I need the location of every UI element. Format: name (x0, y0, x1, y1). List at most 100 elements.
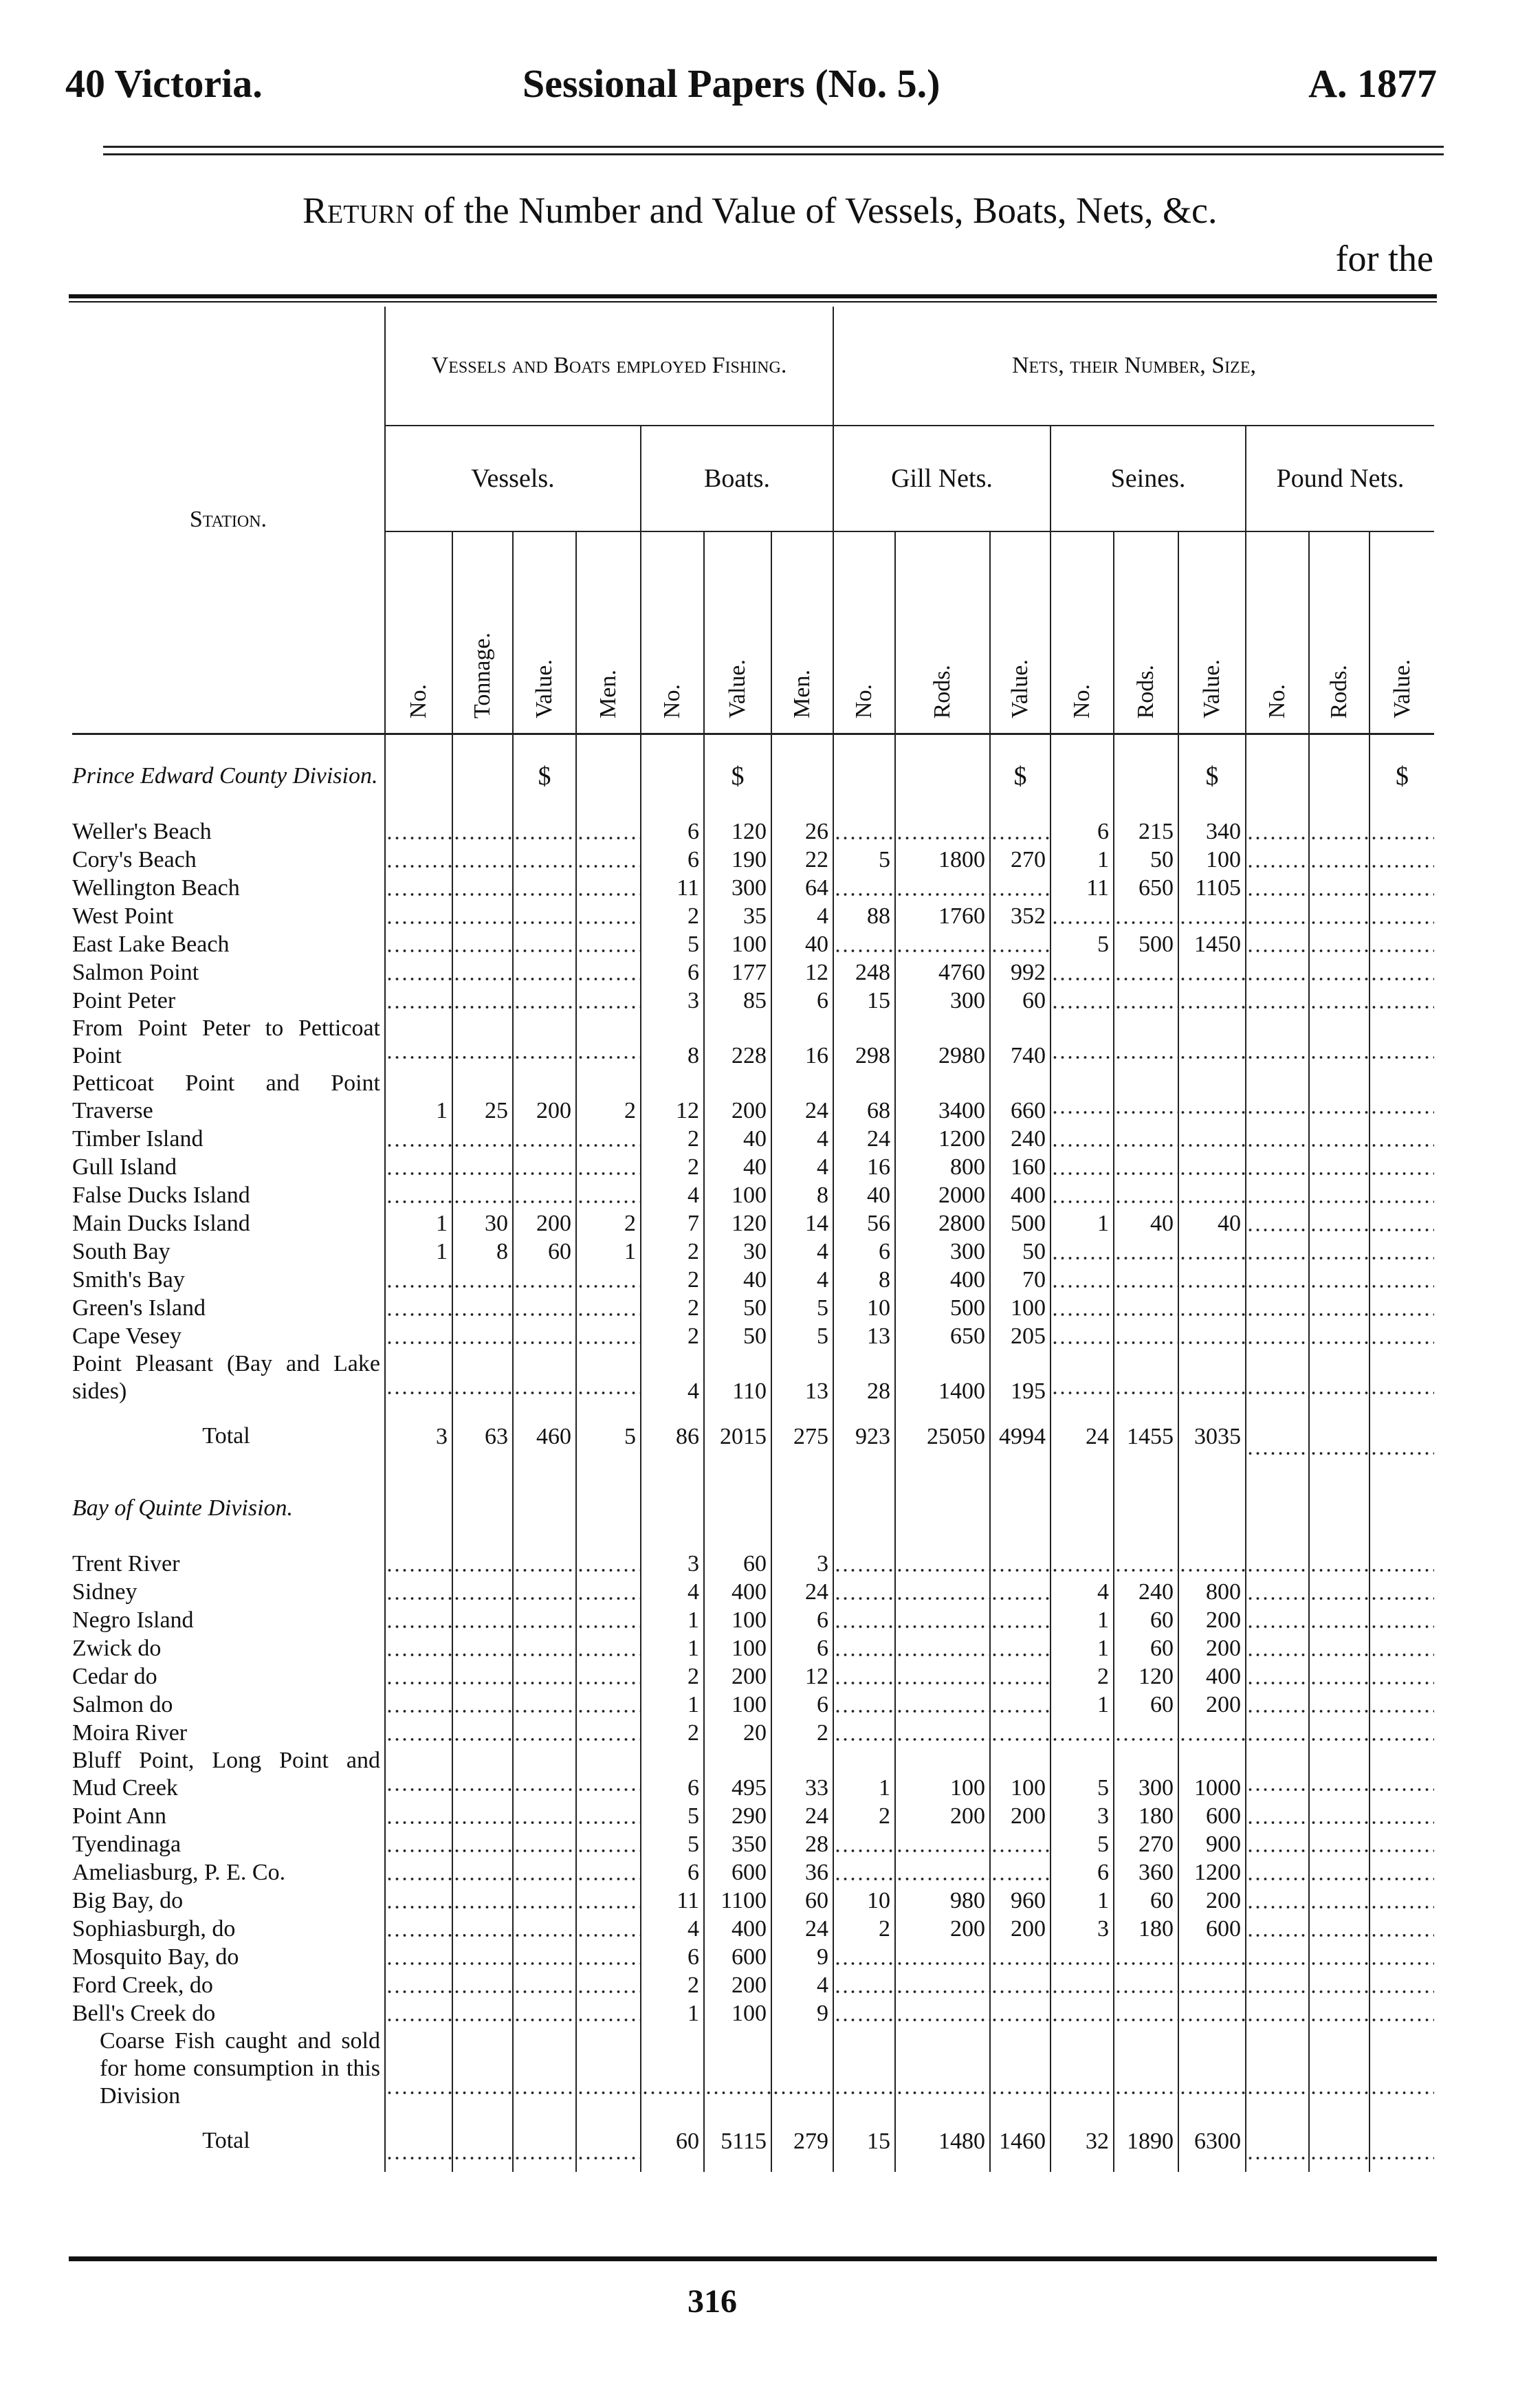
value-cell: 600 (703, 1943, 771, 1971)
empty-cell (1245, 874, 1309, 902)
empty-cell (894, 1830, 990, 1858)
empty-cell (1113, 1070, 1178, 1125)
value-cell: 8 (640, 1015, 704, 1070)
title-continued: for the (1335, 238, 1433, 279)
empty-cell (1245, 1747, 1309, 1802)
cell (1245, 1467, 1309, 1550)
empty-cell (1178, 2027, 1246, 2110)
empty-cell (1245, 1550, 1309, 1578)
empty-cell (452, 2110, 513, 2172)
value-cell: 100 (703, 1691, 771, 1719)
empty-cell (989, 1719, 1050, 1747)
total-cell: 5115 (703, 2110, 771, 2172)
cell (833, 1467, 895, 1550)
value-cell: 4760 (894, 958, 990, 987)
value-cell: 2 (640, 1322, 704, 1350)
empty-cell (575, 1719, 641, 1747)
value-cell: 3400 (894, 1070, 990, 1125)
empty-cell (575, 1550, 641, 1578)
value-cell: 240 (989, 1125, 1050, 1153)
value-cell: 5 (640, 1830, 704, 1858)
value-cell: 6 (640, 817, 704, 846)
cell (894, 734, 990, 817)
value-cell: 2 (1050, 1662, 1114, 1691)
total-cell: 3 (384, 1405, 452, 1467)
empty-cell (894, 1550, 990, 1578)
empty-cell (452, 1887, 513, 1915)
data-row: Trent River 3 60 3 (72, 1550, 1434, 1578)
data-row: Point Peter 3 85 6 15 300 60 (72, 987, 1434, 1015)
division-title: Bay of Quinte Division. (72, 1495, 294, 1521)
empty-cell (1369, 817, 1434, 846)
empty-cell (1245, 1266, 1309, 1294)
value-cell: 360 (1113, 1858, 1178, 1887)
empty-cell (1050, 1238, 1114, 1266)
empty-cell (452, 1634, 513, 1662)
empty-cell (384, 1830, 452, 1858)
empty-cell (1369, 1405, 1434, 1467)
column-header: Value. (989, 531, 1050, 735)
empty-cell (452, 958, 513, 987)
station-name: Smith's Bay (72, 1267, 185, 1293)
value-cell: 195 (989, 1350, 1050, 1405)
empty-cell (1178, 1294, 1246, 1322)
column-header: No. (384, 531, 452, 735)
empty-cell (1245, 1238, 1309, 1266)
empty-cell (1245, 817, 1309, 846)
empty-cell (1245, 1153, 1309, 1181)
empty-cell (989, 1606, 1050, 1634)
empty-cell (894, 1971, 990, 1999)
value-cell: 24 (771, 1578, 833, 1606)
empty-cell (1308, 1578, 1370, 1606)
value-cell: 5 (1050, 930, 1114, 958)
empty-cell (575, 1181, 641, 1209)
empty-cell (1245, 1405, 1309, 1467)
value-cell: 50 (703, 1294, 771, 1322)
empty-cell (575, 1015, 641, 1070)
data-row: Cape Vesey 2 50 5 13 650 205 (72, 1322, 1434, 1350)
total-cell: 60 (640, 2110, 704, 2172)
empty-cell (1369, 2110, 1434, 2172)
value-cell: 1 (640, 1606, 704, 1634)
total-cell: 275 (771, 1405, 833, 1467)
empty-cell (1245, 1209, 1309, 1238)
column-label: Rods. (930, 664, 955, 718)
empty-cell (1245, 958, 1309, 987)
empty-cell (1245, 1887, 1309, 1915)
empty-cell (1113, 958, 1178, 987)
empty-cell (452, 1153, 513, 1181)
empty-cell (1245, 1662, 1309, 1691)
empty-cell (989, 1578, 1050, 1606)
empty-cell (384, 1322, 452, 1350)
empty-cell (384, 1550, 452, 1578)
empty-cell (894, 817, 990, 846)
value-cell: 6 (1050, 1858, 1114, 1887)
empty-cell (1245, 1719, 1309, 1747)
column-label: Value. (1199, 659, 1224, 718)
station-name: Negro Island (72, 1607, 194, 1633)
empty-cell (1369, 1662, 1434, 1691)
empty-cell (452, 1662, 513, 1691)
value-cell: 24 (771, 1070, 833, 1125)
empty-cell (833, 1719, 895, 1747)
empty-cell (1245, 987, 1309, 1015)
empty-cell (512, 1662, 576, 1691)
empty-cell (452, 1747, 513, 1802)
empty-cell (1245, 1015, 1309, 1070)
cell (1113, 1467, 1178, 1550)
empty-cell (1308, 1153, 1370, 1181)
empty-cell (1308, 1550, 1370, 1578)
total-cell: 63 (452, 1405, 513, 1467)
empty-cell (512, 1550, 576, 1578)
empty-cell (452, 1971, 513, 1999)
value-cell: 3 (1050, 1802, 1114, 1830)
value-cell: 495 (703, 1747, 771, 1802)
empty-cell (1245, 1181, 1309, 1209)
empty-cell (575, 874, 641, 902)
empty-cell (1369, 1691, 1434, 1719)
data-row: Gull Island 2 40 4 16 800 160 (72, 1153, 1434, 1181)
station-name: South Bay (72, 1239, 170, 1264)
value-cell: 3 (640, 1550, 704, 1578)
station-name: Ford Creek, do (72, 1972, 213, 1998)
cell (452, 1467, 513, 1550)
